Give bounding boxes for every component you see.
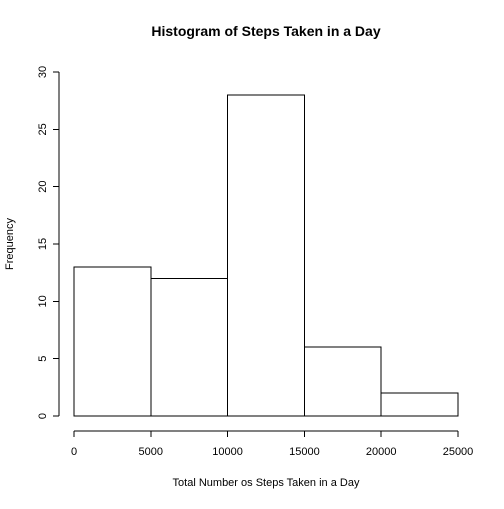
- y-tick-label-2: 10: [37, 295, 49, 307]
- chart-title: Histogram of Steps Taken in a Day: [151, 23, 380, 39]
- y-tick-label-1: 5: [37, 356, 49, 362]
- x-axis-label: Total Number os Steps Taken in a Day: [173, 477, 360, 489]
- histogram-bar-3: [303, 346, 382, 417]
- y-axis-label: Frequency: [4, 218, 16, 270]
- x-tick-label-0: 0: [71, 446, 77, 458]
- y-tick-label-0: 0: [37, 413, 49, 419]
- x-axis: 0 5000 10000 15000 20000 25000: [71, 430, 474, 458]
- bars-layer: [73, 94, 459, 417]
- y-axis: 0 5 10 15 20 25 30: [37, 66, 60, 419]
- y-tick-label-4: 20: [37, 181, 49, 193]
- y-tick-label-3: 15: [37, 238, 49, 250]
- histogram-bar-2: [227, 94, 305, 417]
- y-tick-label-5: 25: [37, 123, 49, 135]
- x-tick-label-4: 20000: [366, 446, 397, 458]
- histogram-bar-4: [380, 392, 459, 417]
- x-tick-label-2: 10000: [212, 446, 243, 458]
- histogram-bar-1: [150, 277, 229, 417]
- x-tick-label-1: 5000: [139, 446, 163, 458]
- x-tick-label-3: 15000: [289, 446, 320, 458]
- y-tick-label-6: 30: [37, 66, 49, 78]
- x-tick-label-5: 25000: [443, 446, 474, 458]
- histogram-bar-0: [73, 266, 152, 417]
